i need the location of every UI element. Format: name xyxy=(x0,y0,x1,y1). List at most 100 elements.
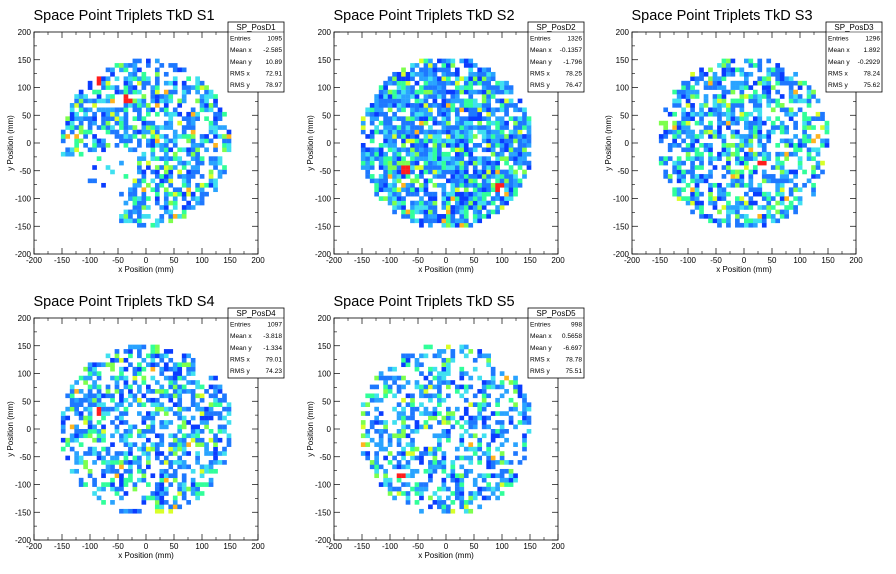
histogram-bin xyxy=(172,437,178,443)
histogram-bin xyxy=(360,151,366,157)
histogram-bin xyxy=(454,76,460,82)
histogram-bin xyxy=(495,138,500,144)
histogram-bin xyxy=(387,138,393,144)
histogram-bin xyxy=(428,214,433,219)
histogram-bin xyxy=(681,94,686,99)
x-tick-label: 200 xyxy=(849,256,863,265)
histogram-bin xyxy=(459,504,465,510)
histogram-bin xyxy=(168,138,174,144)
histogram-bin xyxy=(508,482,514,487)
histogram-bin xyxy=(703,174,709,179)
histogram-bin xyxy=(730,98,736,104)
histogram-bin xyxy=(508,85,514,90)
histogram-bin xyxy=(87,451,93,456)
histogram-bin xyxy=(410,120,415,126)
histogram-bin xyxy=(419,389,424,394)
histogram-bin xyxy=(137,397,142,403)
histogram-bin xyxy=(694,111,700,117)
histogram-bin xyxy=(477,389,483,394)
histogram-bin xyxy=(159,214,165,219)
histogram-bin xyxy=(419,362,424,368)
histogram-bin xyxy=(96,76,102,82)
histogram-bin xyxy=(396,433,402,439)
y-tick-label: 150 xyxy=(318,56,332,65)
histogram-bin xyxy=(365,169,371,175)
x-tick-label: 150 xyxy=(523,542,537,551)
histogram-bin xyxy=(766,85,772,90)
histogram-bin xyxy=(410,429,415,434)
histogram-bin xyxy=(472,191,478,197)
histogram-bin xyxy=(110,94,115,99)
x-tick-label: 50 xyxy=(470,542,479,551)
histogram-bin xyxy=(490,384,496,390)
histogram-bin xyxy=(441,125,447,130)
histogram-bin xyxy=(154,58,160,64)
histogram-bin xyxy=(486,187,491,193)
stats-row-label: RMS y xyxy=(530,82,550,89)
histogram-bin xyxy=(114,375,120,381)
histogram-bin xyxy=(217,389,223,394)
histogram-bin xyxy=(378,482,384,487)
histogram-bin xyxy=(468,420,474,425)
histogram-bin xyxy=(159,495,165,501)
histogram-bin xyxy=(213,397,218,403)
histogram-bin xyxy=(405,80,411,86)
histogram-bin xyxy=(770,218,776,224)
histogram-bin xyxy=(369,129,375,135)
stats-row-label: RMS y xyxy=(530,368,550,375)
histogram-bin xyxy=(186,389,191,394)
histogram-bin xyxy=(401,165,406,170)
histogram-bin xyxy=(396,411,402,416)
histogram-bin xyxy=(128,424,133,430)
histogram-bin xyxy=(495,169,500,175)
histogram-bin xyxy=(797,143,803,148)
histogram-bin xyxy=(672,169,677,175)
histogram-bin xyxy=(752,218,758,224)
histogram-bin xyxy=(168,191,174,197)
histogram-bin xyxy=(793,143,798,148)
histogram-bin xyxy=(450,89,456,95)
histogram-bin xyxy=(419,200,424,206)
histogram-bin xyxy=(383,477,388,483)
histogram-bin xyxy=(486,415,491,421)
histogram-bin xyxy=(446,134,451,139)
histogram-bin xyxy=(83,111,88,117)
histogram-bin xyxy=(172,63,178,68)
histogram-bin xyxy=(92,402,97,407)
stats-row-label: Mean y xyxy=(530,345,552,352)
histogram-bin xyxy=(437,402,442,407)
histogram-bin xyxy=(495,187,500,193)
histogram-bin xyxy=(141,71,147,77)
histogram-bin xyxy=(663,174,669,179)
histogram-bin xyxy=(146,138,151,144)
histogram-bin xyxy=(459,134,465,139)
histogram-bin xyxy=(517,107,523,113)
histogram-bin xyxy=(726,191,731,197)
histogram-bin xyxy=(195,437,200,443)
histogram-bin xyxy=(365,165,371,170)
histogram-bin xyxy=(726,63,731,68)
histogram-bin xyxy=(419,143,424,148)
histogram-bin xyxy=(735,178,740,184)
histogram-bin xyxy=(450,468,456,474)
histogram-bin xyxy=(83,375,88,381)
histogram-bin xyxy=(69,116,75,121)
histogram-bin xyxy=(410,187,415,193)
x-tick-label: 150 xyxy=(223,542,237,551)
histogram-bin xyxy=(779,214,785,219)
histogram-bin xyxy=(128,76,133,82)
histogram-bin xyxy=(414,486,420,492)
histogram-panel-4: -200 -150 -100 -50 0 50 100 150 200-200-150-100-… xyxy=(6,294,285,560)
histogram-bin xyxy=(490,455,496,461)
histogram-bin xyxy=(681,138,686,144)
histogram-bin xyxy=(396,80,402,86)
stats-row-value: -3.818 xyxy=(263,333,282,340)
histogram-bin xyxy=(177,446,183,452)
histogram-bin xyxy=(775,67,781,73)
histogram-bin xyxy=(181,165,187,170)
histogram-bin xyxy=(374,375,379,381)
histogram-bin xyxy=(499,424,505,430)
histogram-bin xyxy=(441,214,447,219)
histogram-bin xyxy=(752,80,758,86)
histogram-bin xyxy=(204,138,209,144)
